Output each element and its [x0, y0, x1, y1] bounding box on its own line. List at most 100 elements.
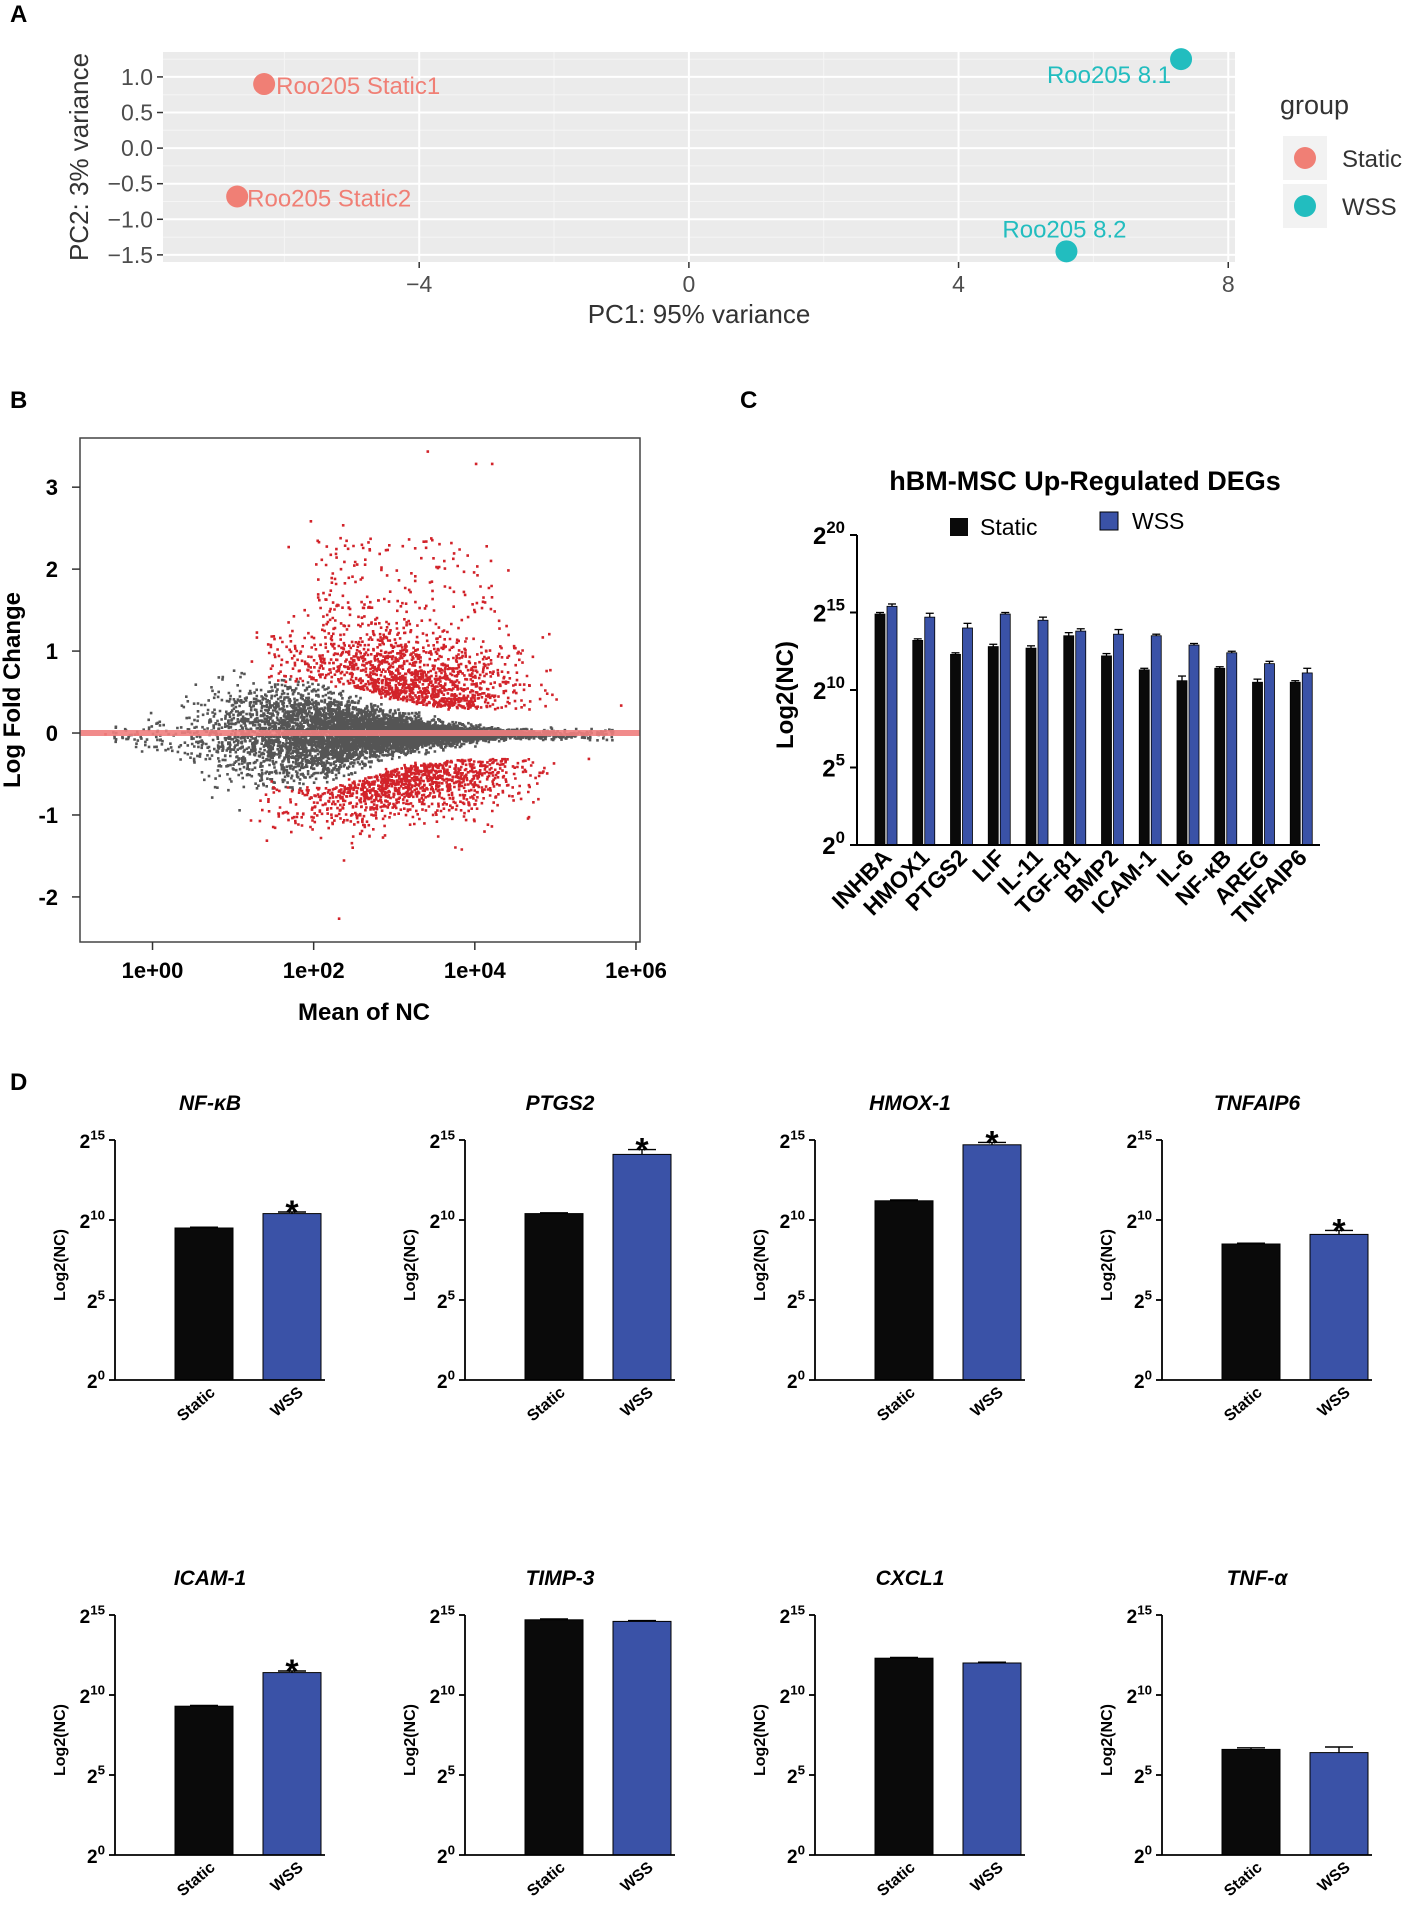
- legend-title: group: [1280, 90, 1349, 120]
- degs-bar: [1037, 619, 1049, 846]
- y-tick-label: 210: [430, 1682, 455, 1708]
- degs-bar: [987, 646, 999, 846]
- y-tick-label: 25: [822, 751, 845, 783]
- degs-bar: [1289, 681, 1301, 846]
- pca-x-tick-label: −4: [406, 271, 432, 297]
- degs-bar: [1075, 630, 1087, 846]
- gene-bar: [1221, 1748, 1281, 1856]
- gene-bar: [524, 1619, 584, 1856]
- degs-bar: [1252, 681, 1263, 846]
- gene-category-label: Static: [1221, 1384, 1265, 1425]
- pca-point-label: Roo205 8.1: [1047, 62, 1171, 89]
- degs-bar: [1264, 663, 1275, 846]
- ma-x-tick-label: 1e+02: [283, 958, 345, 983]
- degs-bar: [950, 653, 961, 846]
- gene-chart: TNFAIP6 Static * WSS 20 25 210 215 Log2(NC): [1099, 1092, 1372, 1425]
- pca-y-tick-label: 0.5: [121, 100, 153, 126]
- degs-bar: [962, 627, 973, 846]
- gene-chart: PTGS2 Static * WSS 20 25 210 215 Log2(NC): [402, 1092, 675, 1425]
- pca-point-label: Roo205 8.2: [1002, 216, 1126, 243]
- y-tick-label: 20: [437, 1842, 455, 1868]
- y-tick-label: 20: [87, 1367, 105, 1393]
- y-tick-label: 20: [437, 1367, 455, 1393]
- gene-chart: TIMP-3 Static WSS 20 25 210 215 Log2(NC): [402, 1567, 675, 1900]
- degs-bar: [1176, 680, 1188, 846]
- pca-legend: group Static WSS: [1280, 90, 1402, 228]
- gene-chart-title: NF-κB: [179, 1092, 241, 1115]
- y-tick-label: 210: [80, 1682, 105, 1708]
- significance-star: *: [285, 1194, 299, 1232]
- gene-category-label: Static: [524, 1384, 568, 1425]
- significance-star: *: [635, 1132, 649, 1170]
- gene-bar: [174, 1705, 234, 1856]
- gene-bar: [612, 1153, 672, 1381]
- gene-category-label: Static: [524, 1859, 568, 1900]
- gene-chart: ICAM-1 Static * WSS 20 25 210 215 Log2(NC): [52, 1567, 325, 1900]
- ma-y-axis-label: Log Fold Change: [0, 592, 26, 788]
- pca-x-tick-label: 0: [682, 271, 695, 297]
- pca-x-tick-label: 8: [1222, 271, 1235, 297]
- gene-y-axis-label: Log2(NC): [402, 1229, 419, 1301]
- degs-y-axis-label: Log2(NC): [772, 641, 799, 749]
- y-tick-label: 20: [87, 1842, 105, 1868]
- gene-chart: HMOX-1 Static * WSS 20 25 210 215 Log2(NC): [752, 1092, 1025, 1425]
- panel-label-d: D: [10, 1069, 27, 1096]
- y-tick-label: 215: [813, 596, 845, 628]
- y-tick-label: 25: [87, 1762, 106, 1788]
- degs-bar: [1214, 667, 1226, 846]
- y-tick-label: 210: [430, 1207, 455, 1233]
- degs-bar: [1150, 635, 1162, 846]
- panel-label-b: B: [10, 387, 27, 414]
- degs-bar: [1113, 633, 1124, 846]
- pca-x-axis-label: PC1: 95% variance: [588, 299, 811, 329]
- significance-star: *: [985, 1124, 999, 1162]
- pca-ticks: −4 0 4 8 1.0 0.5 0.0 −0.5 −1.0 −1.5: [108, 64, 1235, 297]
- gene-bar: [262, 1672, 322, 1856]
- ma-y-tick-label: -2: [38, 885, 58, 910]
- gene-category-label: Static: [1221, 1859, 1265, 1900]
- pca-y-tick-label: −0.5: [108, 171, 153, 197]
- degs-bar: [1101, 655, 1112, 846]
- ma-x-tick-label: 1e+04: [444, 958, 507, 983]
- y-tick-label: 215: [80, 1127, 106, 1153]
- ma-y-tick-label: -1: [38, 803, 58, 828]
- ma-plot-frame: [79, 437, 641, 943]
- ma-y-tick-label: 1: [46, 639, 58, 664]
- gene-category-label: Static: [874, 1384, 918, 1425]
- ma-significant-points: [104, 450, 623, 920]
- y-tick-label: 210: [80, 1207, 105, 1233]
- degs-bar: [912, 640, 924, 846]
- gene-bar-charts: NF-κB Static * WSS 20 25 210 215 Log2(NC) PTGS2 St…: [52, 1092, 1372, 1900]
- gene-bar: [962, 1144, 1022, 1381]
- degs-bar: [1188, 644, 1200, 846]
- y-tick-label: 210: [813, 673, 845, 705]
- y-tick-label: 25: [787, 1762, 806, 1788]
- pca-y-tick-label: −1.0: [108, 206, 153, 232]
- ma-y-tick-label: 0: [46, 721, 58, 746]
- gene-bar: [874, 1200, 934, 1381]
- ma-x-axis-label: Mean of NC: [298, 999, 430, 1026]
- y-tick-label: 25: [1134, 1762, 1153, 1788]
- gene-category-label: Static: [174, 1384, 218, 1425]
- y-tick-label: 215: [780, 1602, 806, 1628]
- y-tick-label: 210: [780, 1207, 805, 1233]
- degs-legend-key-static: [950, 518, 968, 536]
- gene-chart-title: TNF-α: [1227, 1567, 1289, 1590]
- gene-bar: [262, 1213, 322, 1381]
- gene-category-label: WSS: [1315, 1859, 1354, 1896]
- y-tick-label: 20: [822, 828, 845, 860]
- y-tick-label: 25: [787, 1287, 806, 1313]
- pca-y-tick-label: −1.5: [108, 242, 153, 268]
- gene-y-axis-label: Log2(NC): [1099, 1229, 1116, 1301]
- gene-category-label: WSS: [268, 1859, 307, 1896]
- ma-y-tick-label: 3: [46, 475, 58, 500]
- pca-point: [253, 73, 276, 96]
- gene-category-label: Static: [174, 1859, 218, 1900]
- degs-legend-label-static: Static: [980, 514, 1038, 540]
- degs-bar: [1301, 672, 1313, 846]
- y-tick-label: 220: [813, 518, 845, 550]
- ma-x-tick-label: 1e+00: [122, 958, 184, 983]
- ma-ticks: 1e+00 1e+02 1e+04 1e+06 3 2 1 0 -1 -2: [38, 475, 666, 983]
- legend-label-wss: WSS: [1342, 194, 1397, 221]
- ma-nonsignificant-points: [112, 669, 615, 812]
